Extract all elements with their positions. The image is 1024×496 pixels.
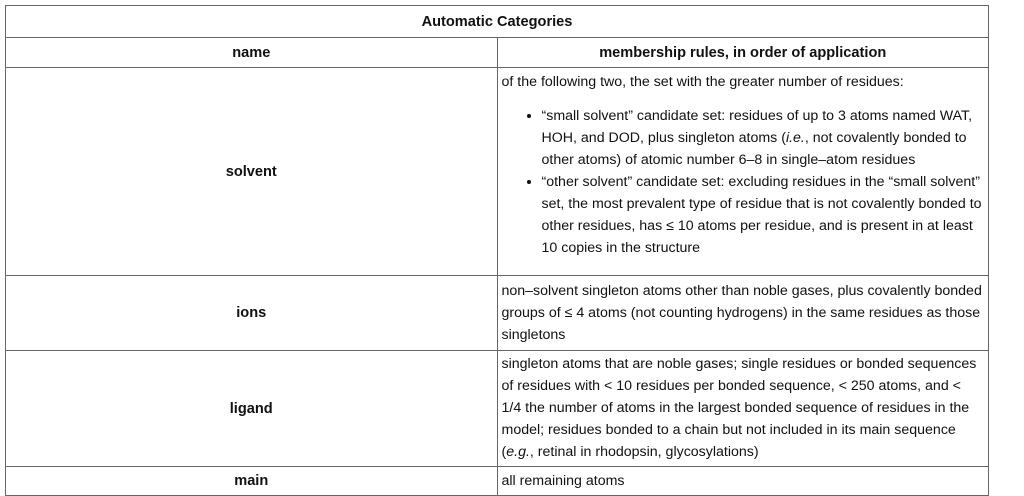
category-name-ions: ions [5, 275, 498, 351]
bullet1-text-b: , not covalently bonded to other atoms) … [541, 130, 967, 168]
solvent-bullet-small: “small solvent” candidate set: residues … [542, 105, 985, 171]
category-name-solvent: solvent [5, 67, 498, 276]
bullet1-text-a: “small solvent” candidate set: residues … [541, 108, 973, 146]
category-name-ligand: ligand [5, 350, 498, 467]
table-row-ligand: ligand singleton atoms that are noble ga… [5, 350, 989, 467]
table-row-ions: ions non–solvent singleton atoms other t… [5, 275, 989, 351]
solvent-candidate-list: “small solvent” candidate set: residues … [502, 105, 985, 259]
table-caption: Automatic Categories [5, 5, 989, 38]
table-header-row: name membership rules, in order of appli… [5, 37, 989, 68]
table-caption-row: Automatic Categories [5, 5, 989, 38]
rule-cell-solvent: of the following two, the set with the g… [496, 67, 989, 276]
categories-table-container: Automatic Categories name membership rul… [5, 5, 989, 496]
automatic-categories-table: Automatic Categories name membership rul… [5, 5, 989, 496]
table-row-solvent: solvent of the following two, the set wi… [5, 67, 989, 276]
rule-cell-ligand: singleton atoms that are noble gases; si… [496, 350, 989, 467]
solvent-bullet-other: “other solvent” candidate set: excluding… [542, 171, 985, 259]
column-header-name: name [5, 37, 498, 68]
rule-cell-main: all remaining atoms [496, 466, 989, 496]
column-header-rules: membership rules, in order of applicatio… [496, 37, 989, 68]
solvent-intro: of the following two, the set with the g… [501, 74, 904, 90]
rule-cell-ions: non–solvent singleton atoms other than n… [496, 275, 989, 351]
category-name-main: main [5, 466, 498, 496]
ligand-eg: e.g. [506, 444, 530, 460]
ligand-text-b: , retinal in rhodopsin, glycosylations) [529, 444, 759, 460]
table-row-main: main all remaining atoms [5, 466, 989, 496]
bullet1-ie: i.e. [785, 130, 805, 146]
